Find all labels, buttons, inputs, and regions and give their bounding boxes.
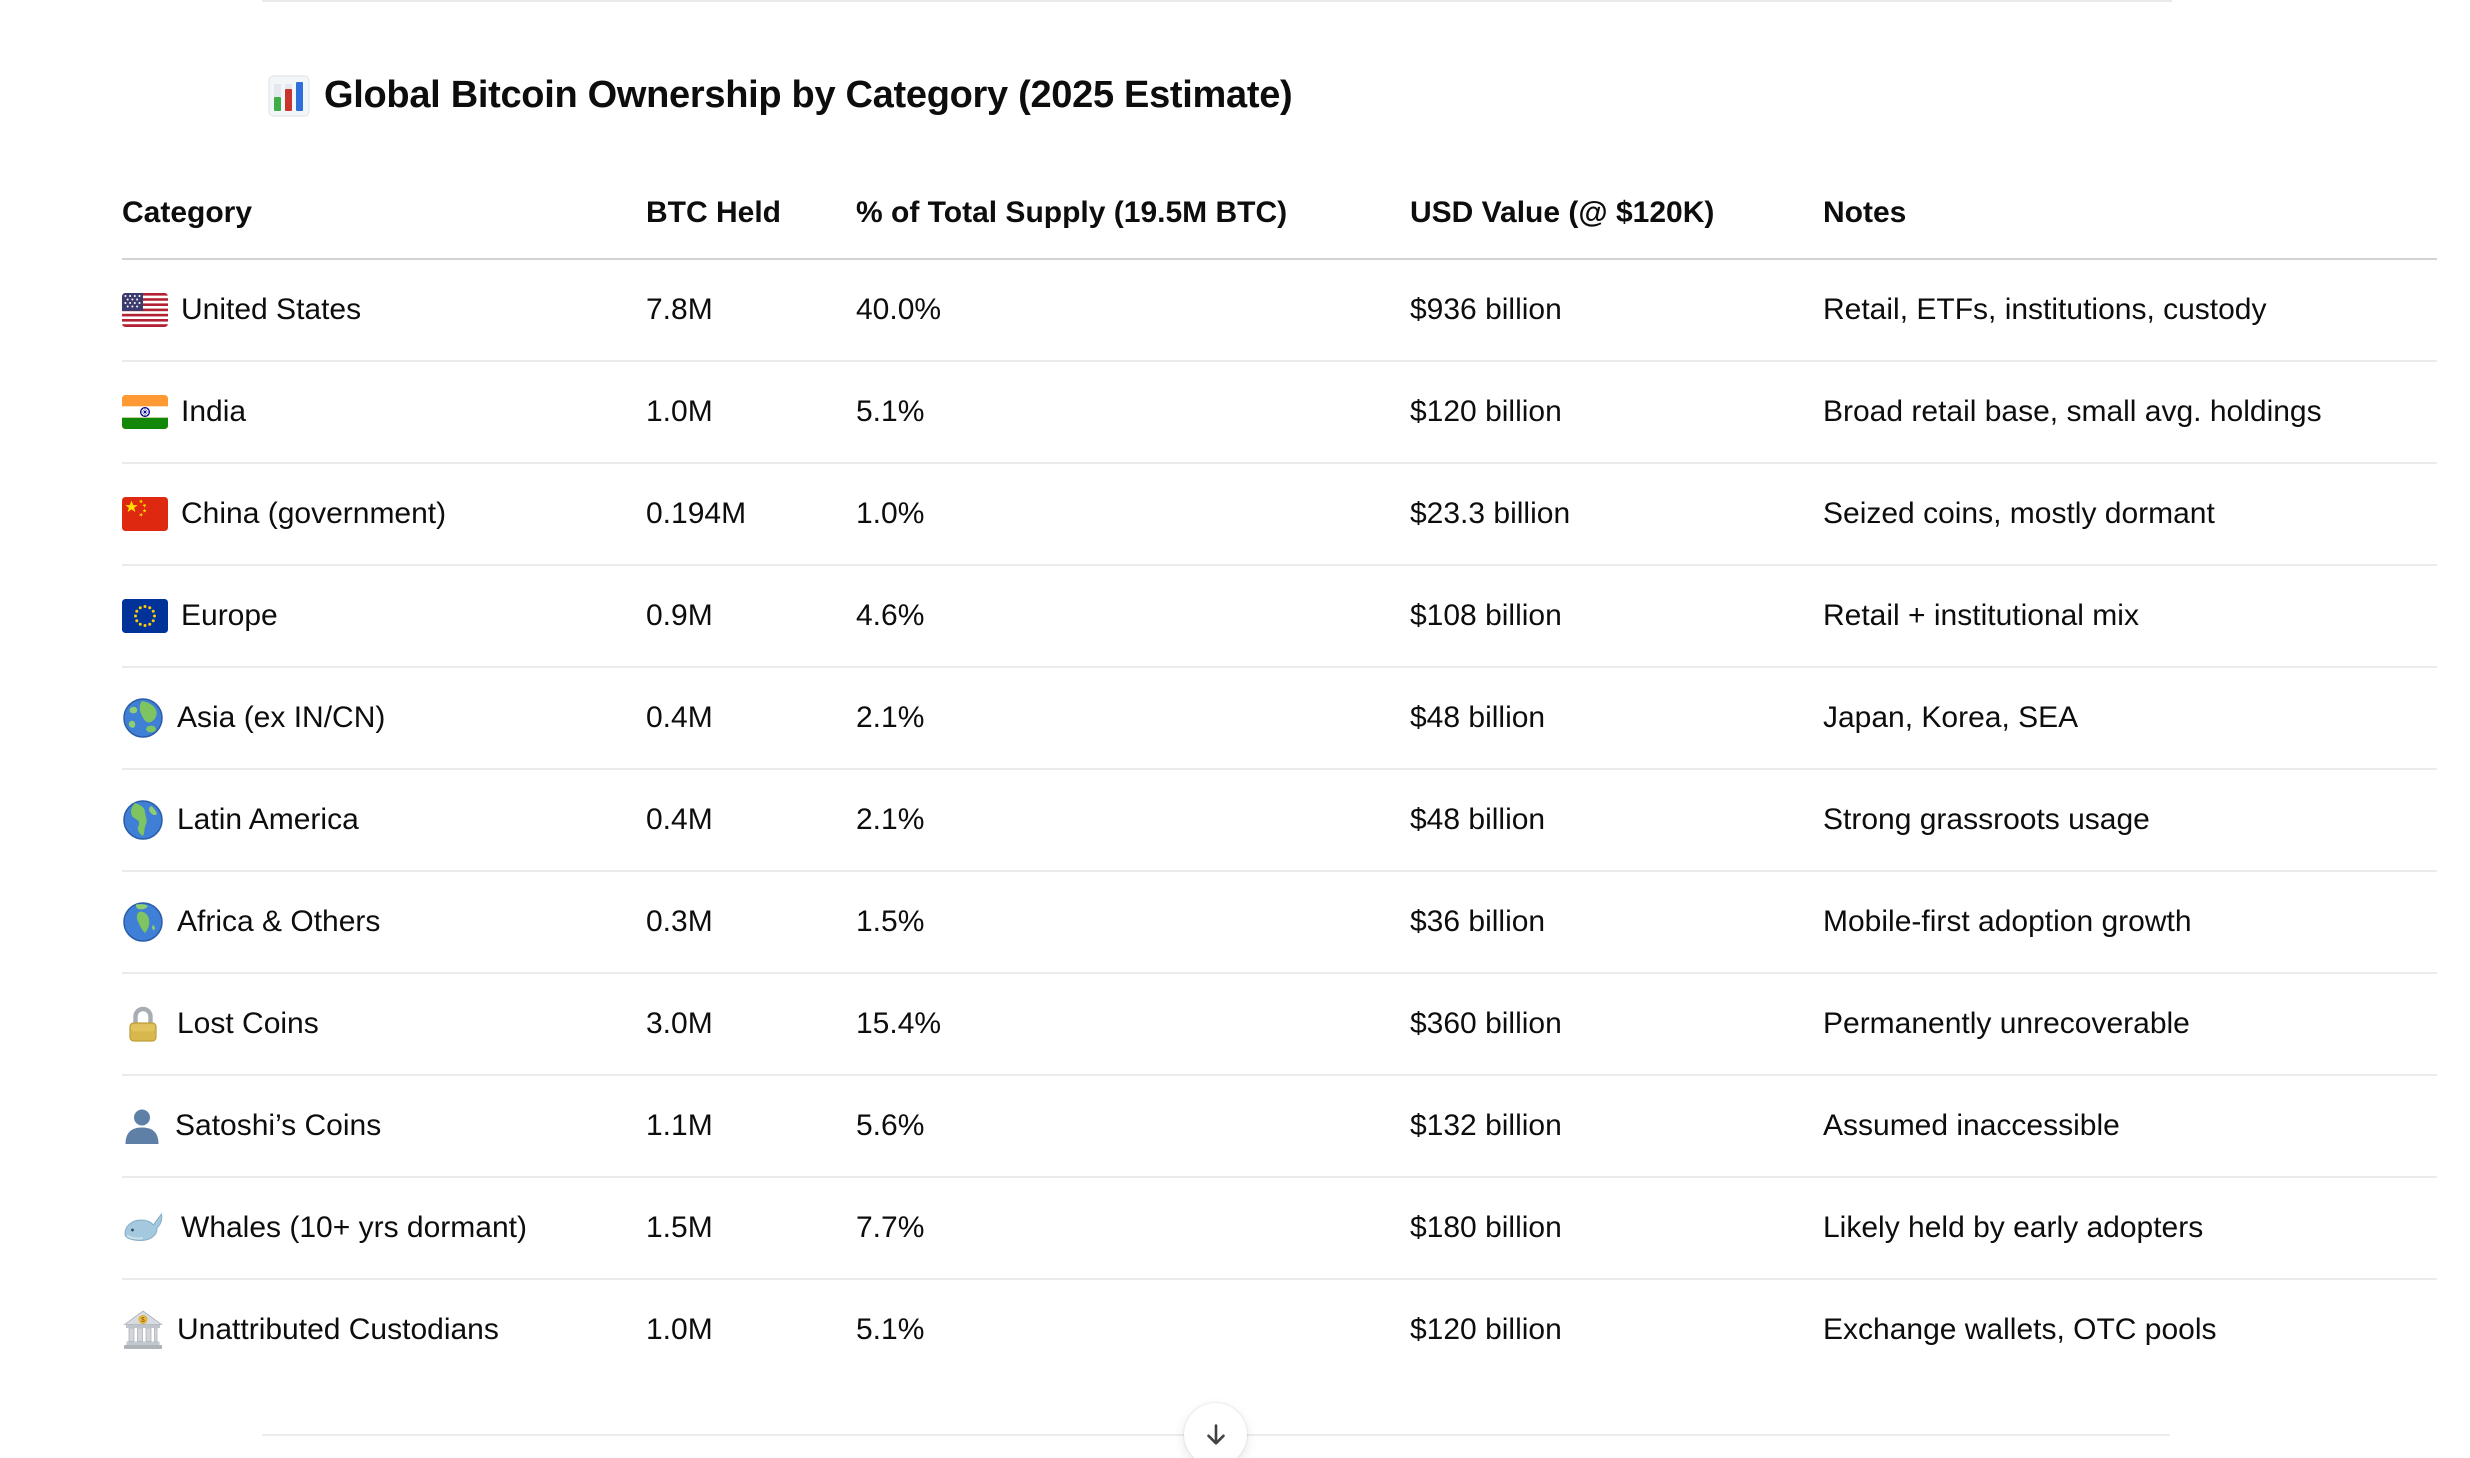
column-header-category: Category: [122, 196, 253, 229]
category-label: Africa & Others: [177, 905, 381, 938]
person-icon: [122, 1105, 162, 1147]
table-row: Africa & Others 0.3M 1.5% $36 billion Mo…: [122, 872, 2437, 974]
notes-text: Broad retail base, small avg. holdings: [1823, 395, 2322, 428]
category-label: Latin America: [177, 803, 359, 836]
category-label: Lost Coins: [177, 1007, 319, 1040]
column-header-btc-held: BTC Held: [646, 196, 781, 229]
notes-text: Retail, ETFs, institutions, custody: [1823, 293, 2267, 326]
pct-supply-value: 5.6%: [856, 1109, 925, 1142]
message-divider-top: [262, 0, 2172, 2]
category-label: United States: [181, 293, 362, 326]
bank-icon: $: [122, 1309, 164, 1351]
usd-value: $48 billion: [1410, 701, 1546, 734]
india-flag-icon: [122, 395, 168, 429]
page-title-text: Global Bitcoin Ownership by Category (20…: [324, 74, 1293, 116]
btc-held-value: 1.0M: [646, 1313, 713, 1346]
category-label: Europe: [181, 599, 278, 632]
usd-value: $36 billion: [1410, 905, 1546, 938]
btc-held-value: 3.0M: [646, 1007, 713, 1040]
pct-supply-value: 7.7%: [856, 1211, 925, 1244]
pct-supply-value: 2.1%: [856, 803, 925, 836]
pct-supply-value: 5.1%: [856, 395, 925, 428]
eu-flag-icon: [122, 599, 168, 633]
category-label: India: [181, 395, 247, 428]
usd-value: $120 billion: [1410, 395, 1562, 428]
usd-value: $23.3 billion: [1410, 497, 1571, 530]
btc-held-value: 1.5M: [646, 1211, 713, 1244]
btc-held-value: 7.8M: [646, 293, 713, 326]
category-label: Unattributed Custodians: [177, 1313, 499, 1346]
table-row: Satoshi’s Coins 1.1M 5.6% $132 billion A…: [122, 1076, 2437, 1178]
usd-value: $108 billion: [1410, 599, 1562, 632]
pct-supply-value: 15.4%: [856, 1007, 942, 1040]
category-label: Asia (ex IN/CN): [177, 701, 386, 734]
notes-text: Seized coins, mostly dormant: [1823, 497, 2215, 530]
table-row: Asia (ex IN/CN) 0.4M 2.1% $48 billion Ja…: [122, 668, 2437, 770]
usd-value: $132 billion: [1410, 1109, 1562, 1142]
column-header-pct-supply: % of Total Supply (19.5M BTC): [856, 196, 1288, 229]
category-label: Satoshi’s Coins: [175, 1109, 382, 1142]
page-title: Global Bitcoin Ownership by Category (20…: [268, 74, 1293, 117]
category-label: China (government): [181, 497, 447, 530]
btc-held-value: 0.194M: [646, 497, 747, 530]
table-header-row: Category BTC Held % of Total Supply (19.…: [122, 168, 2437, 260]
usd-value: $120 billion: [1410, 1313, 1562, 1346]
pct-supply-value: 1.5%: [856, 905, 925, 938]
table-row: $ Unattributed Custodians 1.0M 5.1% $120…: [122, 1280, 2437, 1380]
btc-held-value: 0.4M: [646, 701, 713, 734]
us-flag-icon: [122, 293, 168, 327]
notes-text: Exchange wallets, OTC pools: [1823, 1313, 2217, 1346]
notes-text: Strong grassroots usage: [1823, 803, 2150, 836]
notes-text: Retail + institutional mix: [1823, 599, 2139, 632]
pct-supply-value: 40.0%: [856, 293, 942, 326]
globe-americas-icon: [122, 799, 164, 841]
usd-value: $180 billion: [1410, 1211, 1562, 1244]
pct-supply-value: 4.6%: [856, 599, 925, 632]
bar-chart-icon: [268, 75, 310, 117]
globe-asia-icon: [122, 697, 164, 739]
arrow-down-icon: [1202, 1421, 1230, 1449]
btc-held-value: 0.9M: [646, 599, 713, 632]
table-row: Latin America 0.4M 2.1% $48 billion Stro…: [122, 770, 2437, 872]
column-header-notes: Notes: [1823, 196, 1907, 229]
notes-text: Permanently unrecoverable: [1823, 1007, 2190, 1040]
scroll-to-bottom-button[interactable]: [1184, 1403, 1247, 1458]
usd-value: $360 billion: [1410, 1007, 1562, 1040]
table-row: China (government) 0.194M 1.0% $23.3 bil…: [122, 464, 2437, 566]
lock-icon: [122, 1003, 164, 1045]
pct-supply-value: 5.1%: [856, 1313, 925, 1346]
btc-held-value: 1.0M: [646, 395, 713, 428]
table-row: Europe 0.9M 4.6% $108 billion Retail + i…: [122, 566, 2437, 668]
category-label: Whales (10+ yrs dormant): [181, 1211, 527, 1244]
btc-held-value: 1.1M: [646, 1109, 713, 1142]
notes-text: Likely held by early adopters: [1823, 1211, 2204, 1244]
pct-supply-value: 2.1%: [856, 701, 925, 734]
table-body: United States 7.8M 40.0% $936 billion Re…: [122, 260, 2437, 1380]
btc-held-value: 0.4M: [646, 803, 713, 836]
column-header-usd-value: USD Value (@ $120K): [1410, 196, 1715, 229]
table-row: India 1.0M 5.1% $120 billion Broad retai…: [122, 362, 2437, 464]
notes-text: Mobile-first adoption growth: [1823, 905, 2192, 938]
usd-value: $48 billion: [1410, 803, 1546, 836]
svg-text:$: $: [141, 1317, 145, 1324]
btc-held-value: 0.3M: [646, 905, 713, 938]
china-flag-icon: [122, 497, 168, 531]
table-row: Lost Coins 3.0M 15.4% $360 billion Perma…: [122, 974, 2437, 1076]
btc-ownership-table: Category BTC Held % of Total Supply (19.…: [122, 168, 2437, 1380]
table-row: Whales (10+ yrs dormant) 1.5M 7.7% $180 …: [122, 1178, 2437, 1280]
whale-icon: [122, 1209, 168, 1247]
table-row: United States 7.8M 40.0% $936 billion Re…: [122, 260, 2437, 362]
usd-value: $936 billion: [1410, 293, 1562, 326]
globe-africa-icon: [122, 901, 164, 943]
pct-supply-value: 1.0%: [856, 497, 925, 530]
notes-text: Assumed inaccessible: [1823, 1109, 2120, 1142]
notes-text: Japan, Korea, SEA: [1823, 701, 2079, 734]
